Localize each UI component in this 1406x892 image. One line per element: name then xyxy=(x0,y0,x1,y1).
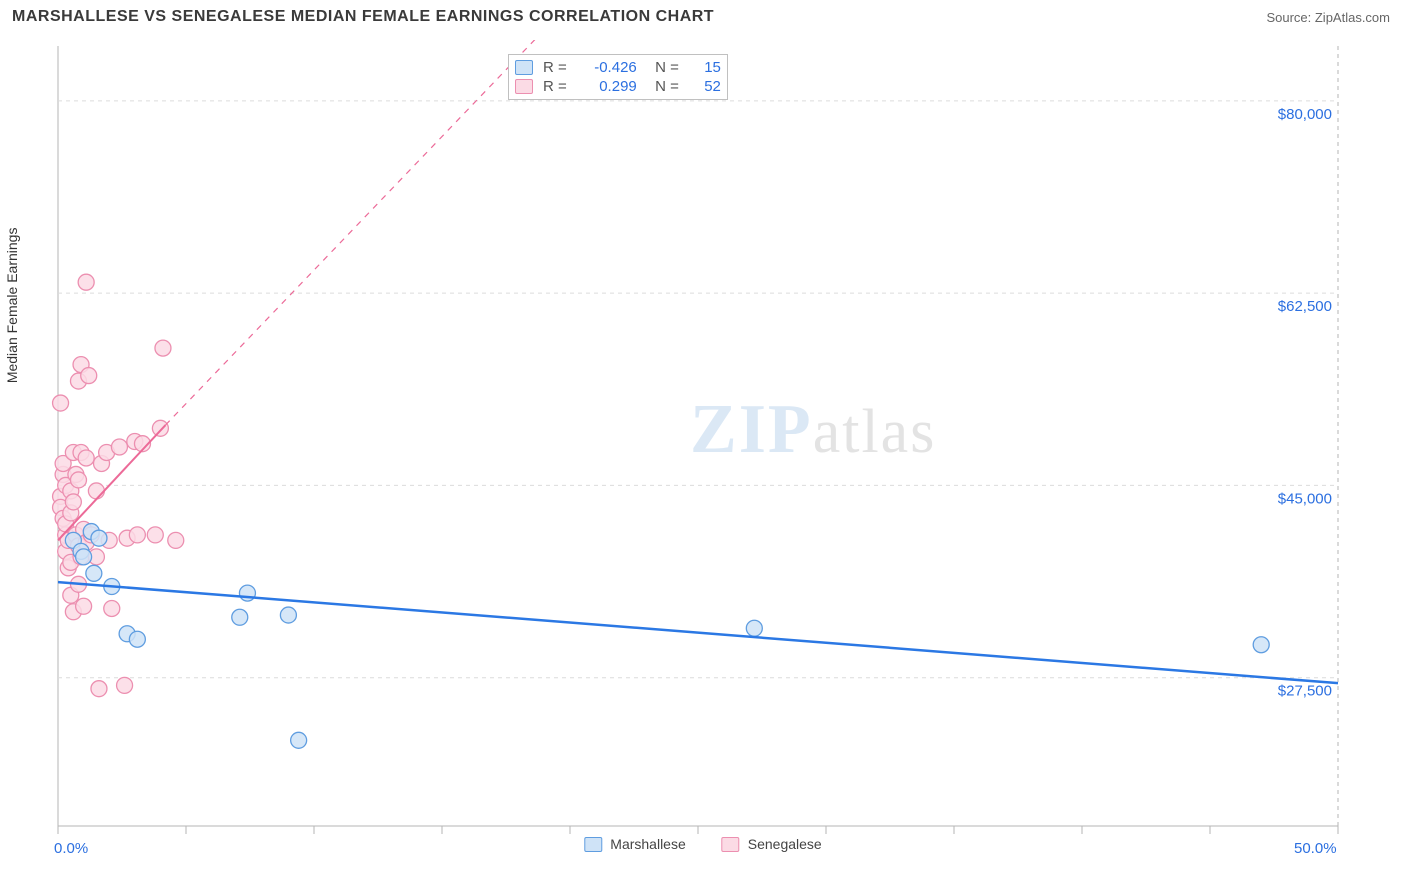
stats-n-label: N = xyxy=(647,78,679,95)
data-point xyxy=(1253,637,1269,653)
data-point xyxy=(53,395,69,411)
legend-swatch xyxy=(722,837,740,852)
stats-r-label: R = xyxy=(543,59,567,76)
stats-n-value: 15 xyxy=(689,59,721,76)
trend-line xyxy=(58,582,1338,683)
data-point xyxy=(117,677,133,693)
header: MARSHALLESE VS SENEGALESE MEDIAN FEMALE … xyxy=(0,0,1406,30)
data-point xyxy=(88,483,104,499)
data-point xyxy=(86,565,102,581)
x-axis-max-label: 50.0% xyxy=(1294,840,1337,857)
data-point xyxy=(76,598,92,614)
data-point xyxy=(232,609,248,625)
legend-swatch xyxy=(584,837,602,852)
data-point xyxy=(746,620,762,636)
data-point xyxy=(76,549,92,565)
stats-swatch xyxy=(515,79,533,94)
trend-line-extrapolated xyxy=(166,40,540,425)
stats-r-value: 0.299 xyxy=(577,78,637,95)
y-tick-label: $80,000 xyxy=(1278,106,1332,123)
stats-swatch xyxy=(515,60,533,75)
data-point xyxy=(70,472,86,488)
stats-row: R = 0.299 N = 52 xyxy=(515,77,721,96)
scatter-chart: $27,500 $45,000 $62,500 $80,000 xyxy=(10,40,1396,882)
chart-area: Median Female Earnings $27,500$45,000$62… xyxy=(10,40,1396,882)
data-point xyxy=(65,494,81,510)
stats-legend: R = -0.426 N = 15 R = 0.299 N = 52 xyxy=(508,54,728,100)
series-legend: Marshallese Senegalese xyxy=(584,836,821,852)
data-point xyxy=(168,532,184,548)
legend-label: Senegalese xyxy=(748,836,822,852)
stats-row: R = -0.426 N = 15 xyxy=(515,58,721,77)
data-point xyxy=(129,631,145,647)
data-point xyxy=(78,274,94,290)
data-point xyxy=(111,439,127,455)
legend-item: Marshallese xyxy=(584,836,685,852)
chart-title: MARSHALLESE VS SENEGALESE MEDIAN FEMALE … xyxy=(12,8,714,26)
y-tick-label: $27,500 xyxy=(1278,683,1332,700)
legend-item: Senegalese xyxy=(722,836,822,852)
data-point xyxy=(291,732,307,748)
stats-n-value: 52 xyxy=(689,78,721,95)
data-point xyxy=(129,527,145,543)
data-point xyxy=(155,340,171,356)
data-point xyxy=(147,527,163,543)
y-tick-label: $62,500 xyxy=(1278,298,1332,315)
data-point xyxy=(280,607,296,623)
data-point xyxy=(152,420,168,436)
source-label: Source: ZipAtlas.com xyxy=(1266,10,1390,25)
source-name: ZipAtlas.com xyxy=(1315,10,1390,25)
data-point xyxy=(81,368,97,384)
data-point xyxy=(91,681,107,697)
source-prefix: Source: xyxy=(1266,10,1314,25)
x-axis-min-label: 0.0% xyxy=(54,840,88,857)
y-tick-label: $45,000 xyxy=(1278,490,1332,507)
data-point xyxy=(78,450,94,466)
stats-r-value: -0.426 xyxy=(577,59,637,76)
data-point xyxy=(91,530,107,546)
stats-n-label: N = xyxy=(647,59,679,76)
data-point xyxy=(104,600,120,616)
legend-label: Marshallese xyxy=(610,836,685,852)
stats-r-label: R = xyxy=(543,78,567,95)
